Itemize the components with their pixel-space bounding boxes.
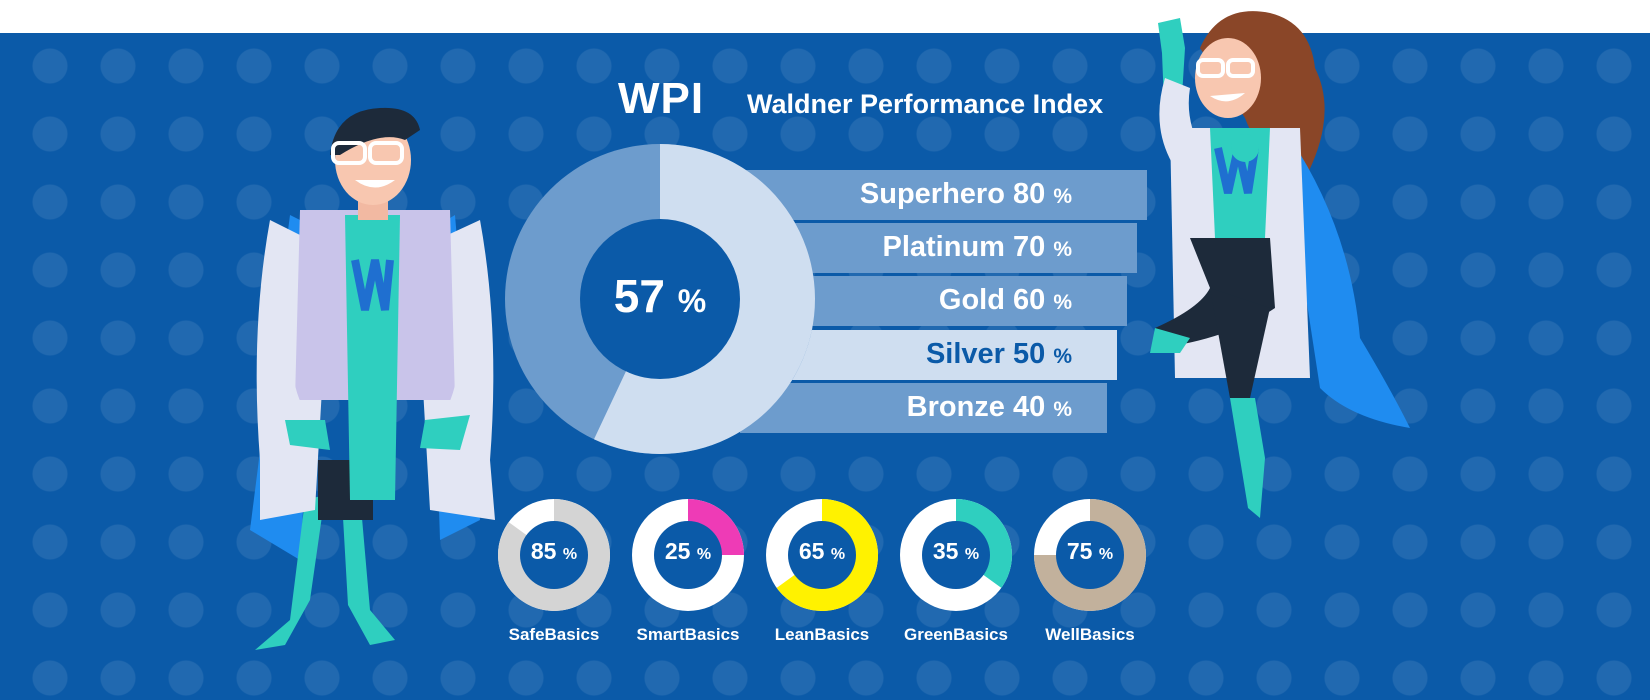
donut-value-number: 35 <box>932 538 965 564</box>
level-bar-superhero: Superhero 80 % <box>740 170 1147 220</box>
level-bar-label: Superhero 80 % <box>860 178 1072 211</box>
level-name: Superhero 80 <box>859 178 1054 210</box>
donut-value-unit: % <box>1098 546 1114 563</box>
donut-name-label: WellBasics <box>1045 625 1135 644</box>
level-bar-label: Platinum 70 % <box>882 231 1072 264</box>
donut-safebasics: 85 % SafeBasics <box>494 495 614 650</box>
donut-ring-smartbasics <box>632 499 744 611</box>
left-superhero-illustration <box>250 107 495 650</box>
chart-title-abbr: WPI <box>618 74 705 123</box>
donut-greenbasics: 35 % GreenBasics <box>896 495 1016 650</box>
level-name: Silver 50 <box>925 338 1054 370</box>
level-unit: % <box>1053 398 1072 421</box>
donut-hole <box>922 521 990 589</box>
donut-value-label: 65 % <box>762 538 882 565</box>
level-bar-bronze: Bronze 40 % <box>740 383 1107 433</box>
level-unit: % <box>1053 238 1072 261</box>
donut-leanbasics: 65 % LeanBasics <box>762 495 882 650</box>
donut-value-number: 85 <box>530 538 563 564</box>
donut-value-number: 75 <box>1066 538 1099 564</box>
donut-value-unit: % <box>964 546 980 563</box>
donut-wellbasics: 75 % WellBasics <box>1030 495 1150 650</box>
wpi-value-label: 57 % <box>613 270 707 322</box>
donut-smartbasics: 25 % SmartBasics <box>628 495 748 650</box>
level-unit: % <box>1053 345 1072 368</box>
chart-title: Waldner Performance Index <box>747 89 1104 119</box>
donut-name-label: SmartBasics <box>636 625 740 644</box>
donut-hole <box>520 521 588 589</box>
donut-name-label: GreenBasics <box>904 625 1008 644</box>
wpi-donut <box>505 144 815 454</box>
level-bar-label: Gold 60 % <box>939 284 1072 317</box>
donut-ring-leanbasics <box>766 499 879 611</box>
right-superhero-illustration <box>1150 11 1410 518</box>
donut-value-label: 35 % <box>896 538 1016 565</box>
donut-value-label: 75 % <box>1030 538 1150 565</box>
donut-name-label: LeanBasics <box>774 625 870 644</box>
donut-value-label: 85 % <box>494 538 614 565</box>
wpi-donut-hole <box>580 219 740 379</box>
level-name: Bronze 40 <box>906 391 1054 423</box>
level-bar-label: Silver 50 % <box>926 338 1072 371</box>
donut-hole <box>788 521 856 589</box>
level-unit: % <box>1053 185 1072 208</box>
donut-name-label: SafeBasics <box>508 625 600 644</box>
donut-hole <box>1056 521 1124 589</box>
donut-hole <box>654 521 722 589</box>
level-bar-label: Bronze 40 % <box>907 391 1072 424</box>
level-name: Platinum 70 <box>882 231 1054 263</box>
donut-value-number: 65 <box>798 538 831 564</box>
donut-ring-greenbasics <box>900 499 1012 611</box>
donut-value-label: 25 % <box>628 538 748 565</box>
donut-ring-safebasics <box>498 499 611 611</box>
donut-ring-wellbasics <box>1034 499 1146 611</box>
donut-value-number: 25 <box>664 538 697 564</box>
donut-value-unit: % <box>696 546 712 563</box>
level-name: Gold 60 <box>938 284 1054 316</box>
donut-value-unit: % <box>830 546 846 563</box>
donut-value-unit: % <box>562 546 578 563</box>
level-unit: % <box>1053 291 1072 314</box>
